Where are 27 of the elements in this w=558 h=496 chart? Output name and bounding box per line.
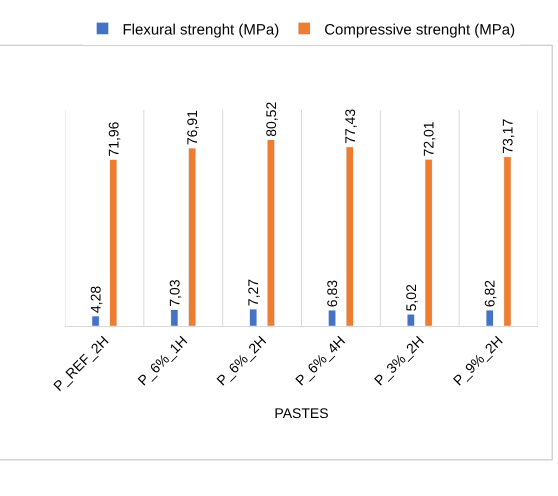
bar [424, 159, 432, 326]
data-label: 80,52 [262, 102, 279, 137]
bar [170, 309, 178, 326]
data-label: 73,17 [499, 118, 516, 154]
data-label: 6,83 [324, 280, 340, 308]
bar [249, 308, 258, 326]
legend-label: Compressive strenght (MPa) [324, 21, 516, 38]
data-label: 4,28 [88, 286, 104, 314]
data-label: 71,96 [105, 121, 122, 157]
data-label: 5,02 [402, 284, 419, 312]
data-label: 6,82 [482, 280, 498, 308]
bar [504, 156, 512, 326]
bar [486, 310, 494, 326]
data-label: 7,03 [166, 279, 182, 307]
x-axis-title: PASTES [274, 405, 329, 422]
bar [346, 146, 354, 326]
legend-label: Flexural strenght (MPa) [122, 21, 280, 38]
data-label: 7,27 [245, 278, 262, 306]
bar [109, 159, 118, 326]
bar [328, 310, 336, 326]
data-label: 77,43 [342, 108, 358, 144]
data-label: 76,91 [184, 110, 200, 146]
bar [188, 148, 196, 326]
bar [92, 316, 100, 326]
data-label: 72,01 [420, 121, 437, 156]
bar [407, 314, 415, 326]
bar [267, 140, 275, 326]
